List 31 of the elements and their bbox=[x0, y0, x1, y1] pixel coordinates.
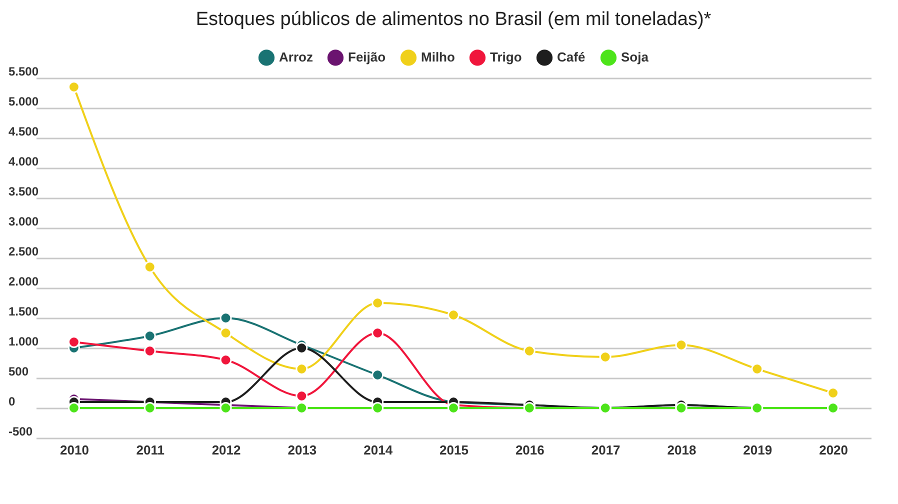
x-tick-label: 2014 bbox=[364, 442, 394, 458]
x-tick-label: 2016 bbox=[515, 442, 544, 458]
y-tick-label: 2.500 bbox=[8, 244, 39, 258]
legend-label: Café bbox=[557, 50, 586, 65]
y-tick-label: 1.000 bbox=[8, 334, 39, 348]
x-tick-label: 2015 bbox=[440, 442, 468, 458]
y-tick-label: 3.500 bbox=[8, 184, 39, 198]
x-tick-label: 2011 bbox=[136, 442, 164, 458]
x-tick-label: 2013 bbox=[288, 442, 317, 458]
y-tick-label: 2.000 bbox=[8, 274, 39, 288]
y-tick-label: 3.000 bbox=[8, 214, 39, 228]
y-tick-label: 5.500 bbox=[8, 64, 39, 78]
x-tick-label: 2020 bbox=[819, 442, 848, 458]
legend-label: Feijão bbox=[348, 50, 386, 65]
chart-title: Estoques públicos de alimentos no Brasil (em mil toneladas)* bbox=[196, 9, 712, 30]
legend-label: Arroz bbox=[279, 50, 314, 65]
x-tick-label: 2017 bbox=[591, 442, 620, 458]
y-tick-label: 500 bbox=[8, 364, 29, 378]
x-tick-label: 2019 bbox=[743, 442, 772, 458]
y-tick-label: -500 bbox=[8, 424, 33, 438]
x-tick-label: 2010 bbox=[60, 442, 89, 458]
y-tick-label: 1.500 bbox=[8, 304, 39, 318]
y-tick-label: 4.000 bbox=[8, 154, 39, 168]
y-tick-label: 0 bbox=[8, 394, 16, 408]
y-tick-label: 4.500 bbox=[8, 124, 39, 138]
x-tick-label: 2018 bbox=[667, 442, 696, 458]
legend-label: Milho bbox=[421, 50, 455, 65]
legend-label: Soja bbox=[621, 50, 650, 65]
x-tick-label: 2012 bbox=[212, 442, 241, 458]
legend-label: Trigo bbox=[490, 50, 522, 65]
y-tick-label: 5.000 bbox=[8, 94, 39, 108]
